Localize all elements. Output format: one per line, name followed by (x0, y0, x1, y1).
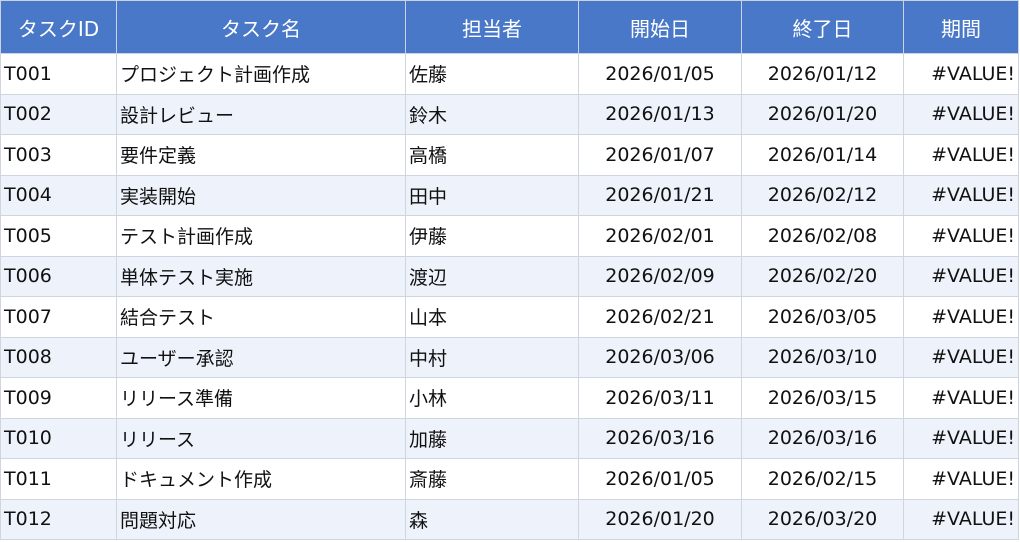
header-row: タスクID タスク名 担当者 開始日 終了日 期間 (0, 0, 1019, 54)
table-cell: T011 (0, 458, 117, 500)
table-cell: 2026/01/14 (741, 134, 904, 176)
table-cell: 2026/01/05 (578, 53, 742, 95)
table-row: T003 要件定義 高橋 2026/01/07 2026/01/14 #VALUE! (0, 134, 1019, 176)
table-cell: T007 (0, 296, 117, 338)
table-row: T009 リリース準備 小林 2026/03/11 2026/03/15 #VALUE! (0, 377, 1019, 419)
table-cell: #VALUE! (903, 93, 1019, 135)
table-cell: 結合テスト (116, 296, 406, 338)
table-cell: 高橋 (405, 134, 579, 176)
table-cell: #VALUE! (903, 174, 1019, 216)
table-cell: 2026/03/06 (578, 336, 742, 378)
table-cell: 渡辺 (405, 255, 579, 297)
table-row: T010 リリース 加藤 2026/03/16 2026/03/16 #VALUE! (0, 417, 1019, 459)
table-row: T002 設計レビュー 鈴木 2026/01/13 2026/01/20 #VALUE! (0, 93, 1019, 135)
table-cell: T002 (0, 93, 117, 135)
table-body: T001 プロジェクト計画作成 佐藤 2026/01/05 2026/01/12 #VAL… (0, 53, 1019, 540)
table-cell: #VALUE! (903, 377, 1019, 419)
table-cell: 加藤 (405, 417, 579, 459)
table-cell: 実装開始 (116, 174, 406, 216)
table-cell: 山本 (405, 296, 579, 338)
table-cell: 森 (405, 498, 579, 540)
table-cell: #VALUE! (903, 498, 1019, 540)
table-cell: T001 (0, 53, 117, 95)
table-cell: 2026/01/21 (578, 174, 742, 216)
table-cell: 中村 (405, 336, 579, 378)
table-row: T006 単体テスト実施 渡辺 2026/02/09 2026/02/20 #VALUE! (0, 255, 1019, 297)
table-cell: 2026/01/05 (578, 458, 742, 500)
table-cell: 2026/03/10 (741, 336, 904, 378)
table-row: T011 ドキュメント作成 斎藤 2026/01/05 2026/02/15 #VALUE… (0, 458, 1019, 500)
table-cell: 問題対応 (116, 498, 406, 540)
table-cell: 2026/03/16 (578, 417, 742, 459)
table-row: T005 テスト計画作成 伊藤 2026/02/01 2026/02/08 #VALUE! (0, 215, 1019, 257)
table-cell: 田中 (405, 174, 579, 216)
column-header: 開始日 (578, 0, 742, 54)
table-cell: 2026/02/08 (741, 215, 904, 257)
table-row: T004 実装開始 田中 2026/01/21 2026/02/12 #VALUE! (0, 174, 1019, 216)
table-cell: 2026/02/12 (741, 174, 904, 216)
table-cell: 2026/02/01 (578, 215, 742, 257)
table-cell: ユーザー承認 (116, 336, 406, 378)
table-cell: ドキュメント作成 (116, 458, 406, 500)
table-cell: 2026/03/11 (578, 377, 742, 419)
table-cell: 2026/01/07 (578, 134, 742, 176)
table-cell: T012 (0, 498, 117, 540)
table-cell: #VALUE! (903, 296, 1019, 338)
table-cell: 設計レビュー (116, 93, 406, 135)
table-cell: 2026/03/20 (741, 498, 904, 540)
table-row: T007 結合テスト 山本 2026/02/21 2026/03/05 #VALUE! (0, 296, 1019, 338)
table-cell: 2026/01/13 (578, 93, 742, 135)
table-cell: 単体テスト実施 (116, 255, 406, 297)
table-cell: 2026/01/12 (741, 53, 904, 95)
table-cell: 2026/02/15 (741, 458, 904, 500)
table-cell: リリース準備 (116, 377, 406, 419)
column-header: タスク名 (116, 0, 406, 54)
table-cell: T008 (0, 336, 117, 378)
table-cell: プロジェクト計画作成 (116, 53, 406, 95)
column-header: タスクID (0, 0, 117, 54)
table-cell: #VALUE! (903, 255, 1019, 297)
table-cell: 2026/01/20 (578, 498, 742, 540)
table-cell: T006 (0, 255, 117, 297)
table-cell: T009 (0, 377, 117, 419)
table-cell: 佐藤 (405, 53, 579, 95)
table-cell: 2026/02/21 (578, 296, 742, 338)
table-cell: 2026/02/20 (741, 255, 904, 297)
column-header: 担当者 (405, 0, 579, 54)
table-cell: #VALUE! (903, 53, 1019, 95)
table-cell: #VALUE! (903, 336, 1019, 378)
table-cell: #VALUE! (903, 215, 1019, 257)
table-cell: 2026/03/15 (741, 377, 904, 419)
table-cell: 伊藤 (405, 215, 579, 257)
table-cell: #VALUE! (903, 417, 1019, 459)
table-cell: 2026/01/20 (741, 93, 904, 135)
table-cell: 斎藤 (405, 458, 579, 500)
table-cell: リリース (116, 417, 406, 459)
table-row: T008 ユーザー承認 中村 2026/03/06 2026/03/10 #VALUE! (0, 336, 1019, 378)
table-cell: 2026/03/05 (741, 296, 904, 338)
table-row: T001 プロジェクト計画作成 佐藤 2026/01/05 2026/01/12 #VAL… (0, 53, 1019, 95)
table-cell: 小林 (405, 377, 579, 419)
table-cell: T003 (0, 134, 117, 176)
table-cell: 鈴木 (405, 93, 579, 135)
table-cell: 2026/02/09 (578, 255, 742, 297)
table-cell: 要件定義 (116, 134, 406, 176)
table-cell: 2026/03/16 (741, 417, 904, 459)
table-cell: T004 (0, 174, 117, 216)
table-cell: テスト計画作成 (116, 215, 406, 257)
table-cell: #VALUE! (903, 458, 1019, 500)
table-row: T012 問題対応森 2026/01/20 2026/03/20 #VALUE! (0, 498, 1019, 540)
column-header: 期間 (903, 0, 1019, 54)
table-cell: T010 (0, 417, 117, 459)
table-cell: T005 (0, 215, 117, 257)
table-cell: #VALUE! (903, 134, 1019, 176)
column-header: 終了日 (741, 0, 904, 54)
